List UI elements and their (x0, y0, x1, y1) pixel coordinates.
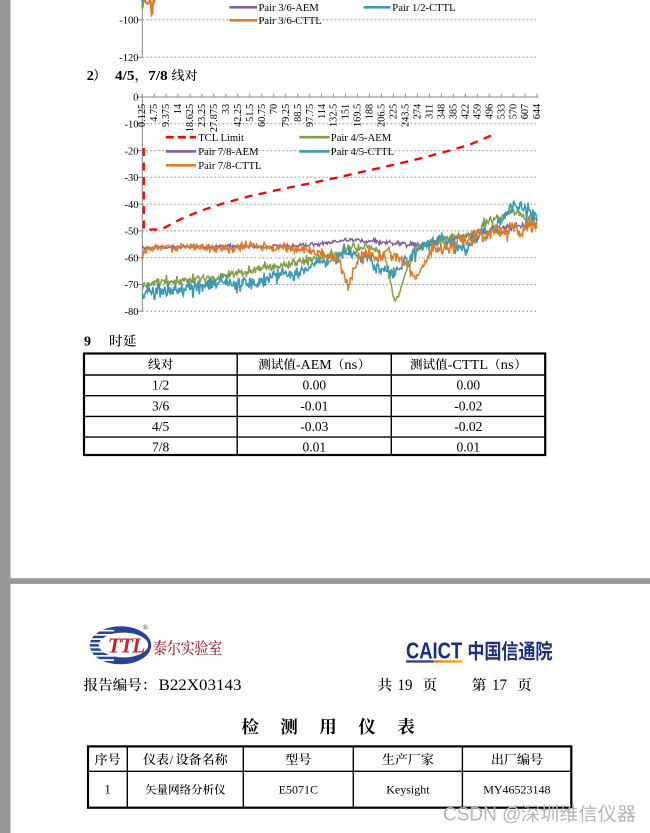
svg-text:ns: ns (501, 358, 514, 373)
svg-text:42.25: 42.25 (233, 104, 244, 127)
svg-text:0.01: 0.01 (302, 440, 326, 455)
svg-text:4.75: 4.75 (149, 104, 160, 122)
svg-text:3/6: 3/6 (152, 398, 170, 413)
svg-text:27.875: 27.875 (209, 104, 220, 132)
svg-text:0.00: 0.00 (456, 378, 480, 393)
svg-text:79.25: 79.25 (281, 104, 292, 127)
svg-text:ns: ns (344, 358, 357, 373)
svg-text:E5071C: E5071C (279, 783, 318, 797)
svg-text:MY46523148: MY46523148 (483, 783, 550, 797)
svg-text:51.5: 51.5 (245, 104, 256, 122)
svg-text:-80: -80 (125, 307, 139, 318)
svg-text:14: 14 (173, 104, 184, 114)
svg-text:7/8: 7/8 (152, 440, 170, 455)
svg-text:-50: -50 (125, 227, 139, 238)
svg-text:9: 9 (84, 335, 91, 350)
svg-text:CAICT: CAICT (406, 639, 462, 664)
svg-text:206.5: 206.5 (377, 104, 388, 127)
svg-text:0.01: 0.01 (456, 440, 480, 455)
svg-text:-CTTL: -CTTL (448, 358, 488, 373)
svg-text:7/8: 7/8 (148, 69, 168, 84)
svg-text:Pair 7/8-AEM: Pair 7/8-AEM (198, 147, 259, 158)
svg-text:Pair 7/8-CTTL: Pair 7/8-CTTL (198, 161, 261, 172)
svg-text:CSDN @: CSDN @ (443, 805, 521, 826)
svg-text:Pair 3/6-CTTL: Pair 3/6-CTTL (259, 16, 322, 27)
svg-text:B22X03143: B22X03143 (159, 677, 242, 694)
svg-text:348: 348 (437, 104, 448, 119)
svg-text:-40: -40 (125, 200, 139, 211)
svg-text:-30: -30 (125, 173, 139, 184)
svg-text:644: 644 (532, 104, 543, 119)
svg-text:2: 2 (87, 69, 94, 84)
svg-text:Pair 3/6-AEM: Pair 3/6-AEM (259, 3, 320, 14)
svg-text:-70: -70 (125, 280, 139, 291)
svg-text:151: 151 (341, 104, 352, 119)
svg-text:0.00: 0.00 (302, 378, 326, 393)
svg-text:18.625: 18.625 (185, 104, 196, 132)
svg-text:274: 274 (413, 104, 424, 119)
svg-text:TCL Limit: TCL Limit (198, 133, 244, 144)
svg-text:60.75: 60.75 (257, 104, 268, 127)
svg-text:-60: -60 (125, 253, 139, 264)
svg-text:0.125: 0.125 (137, 104, 148, 127)
svg-text:70: 70 (269, 104, 280, 114)
svg-text:1/2: 1/2 (152, 378, 169, 393)
svg-text:19: 19 (398, 677, 413, 694)
svg-text:607: 607 (520, 104, 531, 119)
svg-text:Keysight: Keysight (386, 783, 430, 797)
svg-text:385: 385 (448, 104, 459, 119)
svg-text:311: 311 (425, 104, 436, 119)
svg-text:/: / (170, 752, 174, 767)
svg-text:4/5: 4/5 (115, 69, 135, 84)
svg-text:-100: -100 (119, 16, 138, 27)
svg-text:9.375: 9.375 (161, 104, 172, 127)
svg-text:Pair 4/5-CTTL: Pair 4/5-CTTL (331, 147, 394, 158)
svg-text:Pair 1/2-CTTL: Pair 1/2-CTTL (392, 3, 455, 14)
svg-text:570: 570 (508, 104, 519, 119)
svg-text:243.5: 243.5 (401, 104, 412, 127)
svg-text:533: 533 (496, 104, 507, 119)
svg-text:-10: -10 (125, 119, 139, 130)
svg-text:Pair 4/5-AEM: Pair 4/5-AEM (331, 133, 392, 144)
svg-text:0: 0 (133, 93, 138, 104)
svg-text:169.5: 169.5 (353, 104, 364, 127)
svg-text:97.75: 97.75 (305, 104, 316, 127)
svg-text:-0.02: -0.02 (454, 419, 482, 434)
svg-text:®: ® (143, 623, 149, 632)
svg-text:132.5: 132.5 (329, 104, 340, 127)
svg-text:-0.02: -0.02 (454, 398, 482, 413)
svg-text:-120: -120 (119, 53, 138, 64)
svg-text:88.5: 88.5 (293, 104, 304, 122)
svg-text:496: 496 (484, 104, 495, 119)
svg-text:188: 188 (365, 104, 376, 119)
svg-text:225: 225 (389, 104, 400, 119)
svg-text:1: 1 (104, 783, 110, 797)
svg-text:-AEM: -AEM (296, 358, 332, 373)
svg-text:17: 17 (492, 677, 507, 694)
svg-text:4/5: 4/5 (152, 419, 170, 434)
svg-text:-0.01: -0.01 (300, 398, 328, 413)
svg-text:-0.03: -0.03 (300, 419, 328, 434)
svg-text:23.25: 23.25 (197, 104, 208, 127)
svg-text:-20: -20 (125, 146, 139, 157)
svg-text:114: 114 (317, 104, 328, 119)
svg-text:459: 459 (472, 104, 483, 119)
svg-text:422: 422 (460, 104, 471, 119)
svg-text:33: 33 (221, 104, 232, 114)
svg-text:TTL: TTL (108, 634, 145, 658)
